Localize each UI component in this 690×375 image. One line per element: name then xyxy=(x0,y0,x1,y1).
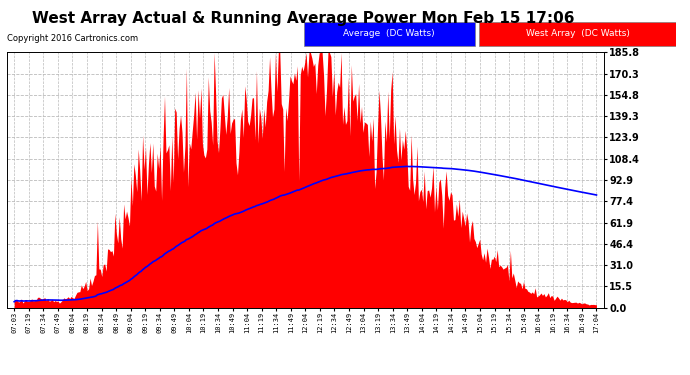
FancyBboxPatch shape xyxy=(304,22,475,46)
Text: West Array Actual & Running Average Power Mon Feb 15 17:06: West Array Actual & Running Average Powe… xyxy=(32,11,575,26)
Text: Copyright 2016 Cartronics.com: Copyright 2016 Cartronics.com xyxy=(7,34,138,43)
Text: West Array  (DC Watts): West Array (DC Watts) xyxy=(526,29,629,38)
Text: Average  (DC Watts): Average (DC Watts) xyxy=(344,29,435,38)
FancyBboxPatch shape xyxy=(479,22,676,46)
